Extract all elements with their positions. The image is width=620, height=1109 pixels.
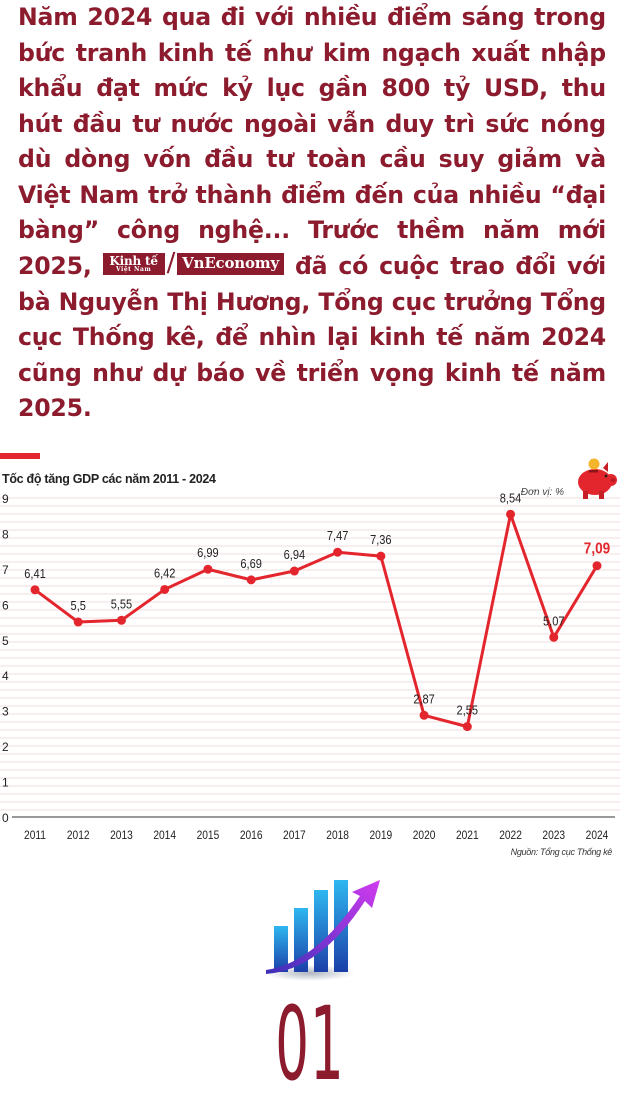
data-point — [333, 547, 343, 557]
source-label: Nguồn: Tổng cục Thống kê — [511, 847, 613, 857]
data-label: 7,36 — [370, 532, 392, 547]
data-label: 6,99 — [197, 545, 219, 560]
data-point — [246, 575, 256, 585]
y-tick-label: 2 — [2, 740, 9, 754]
gdp-series-line — [34, 512, 599, 729]
x-tick-label: 2011 — [24, 829, 46, 842]
y-tick-label: 5 — [2, 634, 9, 648]
data-label: 6,69 — [240, 556, 262, 571]
y-tick-label: 8 — [2, 527, 9, 541]
data-label: 5,55 — [111, 596, 133, 611]
data-point — [549, 632, 559, 642]
x-tick-label: 2021 — [456, 829, 479, 842]
intro-text-1: Năm 2024 qua đi với nhiều điểm sáng tron… — [18, 3, 606, 280]
gdp-chart-svg: Tốc độ tăng GDP các năm 2011 - 2024 Đơn … — [0, 453, 620, 857]
y-tick-label: 3 — [2, 705, 9, 719]
data-label: 6,42 — [154, 566, 176, 581]
data-point — [419, 710, 429, 720]
y-tick-label: 0 — [2, 811, 9, 825]
y-tick-label: 6 — [2, 598, 9, 612]
y-tick-label: 1 — [2, 776, 9, 790]
x-tick-label: 2023 — [542, 829, 565, 842]
unit-label: Đơn vị: % — [521, 487, 564, 498]
kinh-te-viet-nam-logo: Kinh tế Việt Nam — [102, 253, 165, 275]
growth-chart-icon — [265, 880, 380, 981]
y-axis-ticks: 0 1 2 3 4 5 6 7 8 9 — [2, 492, 9, 825]
intro-paragraph: Năm 2024 qua đi với nhiều điểm sáng tron… — [18, 0, 606, 427]
gdp-growth-chart: Tốc độ tăng GDP các năm 2011 - 2024 Đơn … — [0, 450, 620, 870]
data-label: 6,94 — [284, 547, 306, 562]
y-tick-label: 7 — [2, 563, 9, 577]
data-label: 8,54 — [500, 490, 522, 505]
piggy-bank-icon — [578, 458, 617, 499]
x-tick-label: 2017 — [283, 829, 306, 842]
vneconomy-logo: VnEconomy — [177, 253, 284, 275]
data-labels: 6,41 5,5 5,55 6,42 6,99 6,69 6,94 7,47 7,36 2,87 2… — [24, 490, 610, 717]
data-label: 2,87 — [413, 691, 435, 706]
x-tick-label: 2013 — [110, 829, 133, 842]
logo-separator: / — [166, 248, 176, 279]
data-point — [73, 617, 83, 627]
x-tick-label: 2020 — [413, 829, 436, 842]
y-tick-label: 4 — [2, 669, 9, 683]
data-point — [289, 566, 299, 576]
x-tick-label: 2016 — [240, 829, 263, 842]
data-point — [592, 561, 602, 571]
data-points — [30, 509, 602, 732]
x-tick-label: 2022 — [499, 829, 522, 842]
intro-text-2: đã có cuộc trao đổi với bà Nguyễn Thị Hư… — [18, 251, 607, 423]
x-axis-ticks: 2011 2012 2013 2014 2015 2016 2017 2018 2019 2020… — [24, 829, 608, 842]
data-label: 2,55 — [457, 703, 479, 718]
x-tick-label: 2024 — [586, 829, 609, 842]
data-label: 6,41 — [24, 566, 46, 581]
data-label: 7,09 — [584, 541, 610, 558]
chart-background-grid — [0, 497, 620, 811]
y-tick-label: 9 — [2, 492, 9, 506]
data-label: 5,5 — [71, 598, 87, 613]
x-tick-label: 2014 — [153, 829, 176, 842]
data-point — [203, 564, 213, 574]
x-tick-label: 2019 — [370, 829, 393, 842]
x-tick-label: 2018 — [326, 829, 349, 842]
data-label: 5,07 — [543, 613, 565, 628]
red-bar-icon — [0, 453, 40, 459]
data-point — [376, 551, 386, 561]
logo-kt-line1: Kinh tế — [109, 254, 158, 268]
x-tick-label: 2012 — [67, 829, 90, 842]
data-point — [30, 585, 40, 595]
data-point — [462, 722, 472, 732]
chart-title: Tốc độ tăng GDP các năm 2011 - 2024 — [2, 472, 216, 486]
x-tick-label: 2015 — [197, 829, 220, 842]
data-point — [160, 584, 170, 594]
data-point — [506, 509, 516, 519]
section-number: 01 — [275, 985, 345, 1104]
logo-kt-line2: Việt Nam — [115, 266, 152, 273]
data-point — [116, 615, 126, 625]
data-label: 7,47 — [327, 528, 349, 543]
